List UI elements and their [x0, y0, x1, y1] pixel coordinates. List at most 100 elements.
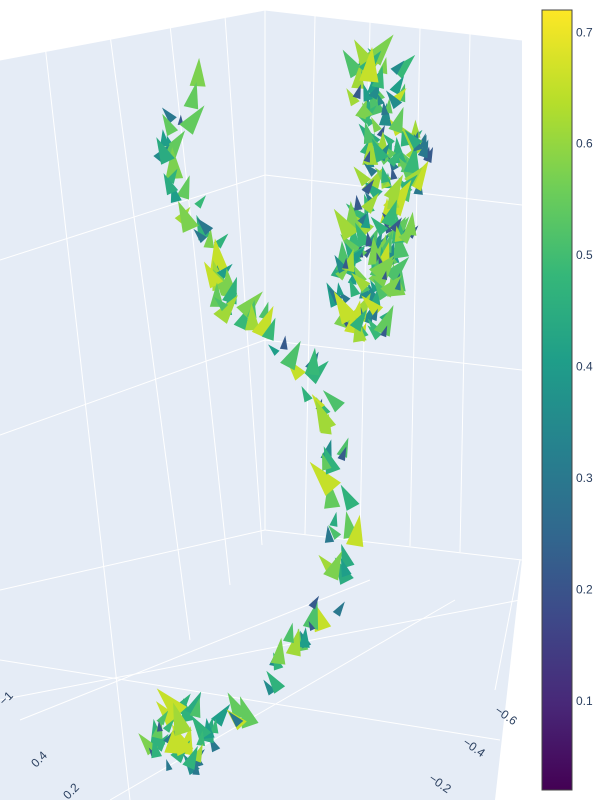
scene-walls [0, 10, 522, 800]
cone [203, 261, 224, 289]
cone [361, 246, 374, 259]
cone [340, 484, 360, 511]
cone [365, 231, 374, 247]
cone [383, 174, 404, 203]
cone [371, 65, 384, 89]
colorbar-ticks: 0.1 0.2 0.3 0.4 0.5 0.6 0.7 [576, 25, 593, 708]
cone [349, 309, 367, 332]
cone [165, 147, 184, 180]
cone [370, 216, 389, 237]
cone [261, 317, 276, 341]
cone [308, 620, 316, 631]
cone [156, 710, 169, 726]
cone [279, 335, 288, 350]
cone [361, 192, 379, 214]
cone [266, 670, 286, 694]
cone [369, 254, 395, 281]
cone [363, 150, 371, 163]
cone [151, 738, 163, 759]
cone [384, 256, 410, 284]
cone [388, 106, 404, 134]
cone [191, 715, 212, 741]
cone [323, 550, 343, 581]
cone [244, 303, 260, 331]
cone [359, 46, 379, 83]
colorbar-tick-label: 0.7 [576, 25, 593, 39]
cone [194, 195, 207, 209]
cone [163, 130, 186, 158]
cone [352, 84, 361, 100]
cone [192, 761, 200, 775]
cone [346, 514, 364, 547]
cone [193, 228, 208, 244]
cone [404, 129, 423, 149]
cone [380, 232, 393, 254]
cone [381, 101, 389, 116]
cone [270, 637, 286, 665]
cone [210, 718, 219, 734]
cone [311, 394, 325, 411]
back-wall-left [0, 10, 265, 590]
cone [389, 75, 405, 96]
cone [315, 399, 337, 433]
cone [162, 113, 179, 137]
cone [377, 92, 385, 106]
cone [304, 347, 320, 376]
cone [268, 344, 280, 356]
cone [363, 121, 376, 145]
cone [177, 200, 199, 233]
cone [361, 295, 384, 317]
cone [163, 172, 179, 196]
floor [0, 530, 522, 800]
cone [213, 294, 238, 324]
cone [385, 90, 403, 110]
cone [301, 385, 313, 403]
cone [196, 217, 214, 236]
cone [381, 165, 391, 184]
cone [164, 728, 179, 754]
cone [346, 88, 360, 107]
cone [371, 138, 389, 163]
cone [179, 105, 205, 135]
colorbar-tick-label: 0.1 [576, 694, 593, 708]
cone [328, 525, 342, 540]
cone [390, 167, 398, 180]
cone [298, 627, 310, 648]
cone [236, 291, 263, 319]
colorbar-tick-label: 0.2 [576, 582, 593, 596]
cone [324, 525, 335, 543]
cone [322, 452, 332, 471]
cone [162, 719, 175, 733]
cone [282, 622, 294, 644]
cone [329, 511, 338, 527]
colorbar-tick-label: 0.3 [576, 471, 593, 485]
cone [380, 325, 388, 338]
colorbar-tick-label: 0.6 [576, 137, 593, 151]
cone [203, 228, 215, 249]
cone [308, 595, 320, 610]
cone [336, 282, 344, 296]
cone [380, 274, 402, 298]
cone [357, 213, 368, 225]
cone [361, 102, 373, 119]
cone [351, 272, 371, 292]
cone [390, 60, 405, 75]
colorbar-tick-label: 0.5 [576, 248, 593, 262]
cone [156, 720, 163, 732]
cone [309, 461, 341, 496]
cone [403, 144, 420, 175]
cone [370, 308, 378, 322]
cone [189, 697, 201, 718]
cone [363, 83, 373, 102]
cone [341, 543, 355, 569]
cone [382, 133, 395, 147]
cone [189, 57, 206, 87]
cone [333, 208, 359, 241]
cone [373, 305, 394, 337]
cone [417, 139, 429, 159]
cone [263, 679, 277, 696]
cone [381, 199, 397, 228]
cone [360, 210, 371, 229]
cone [340, 558, 352, 578]
